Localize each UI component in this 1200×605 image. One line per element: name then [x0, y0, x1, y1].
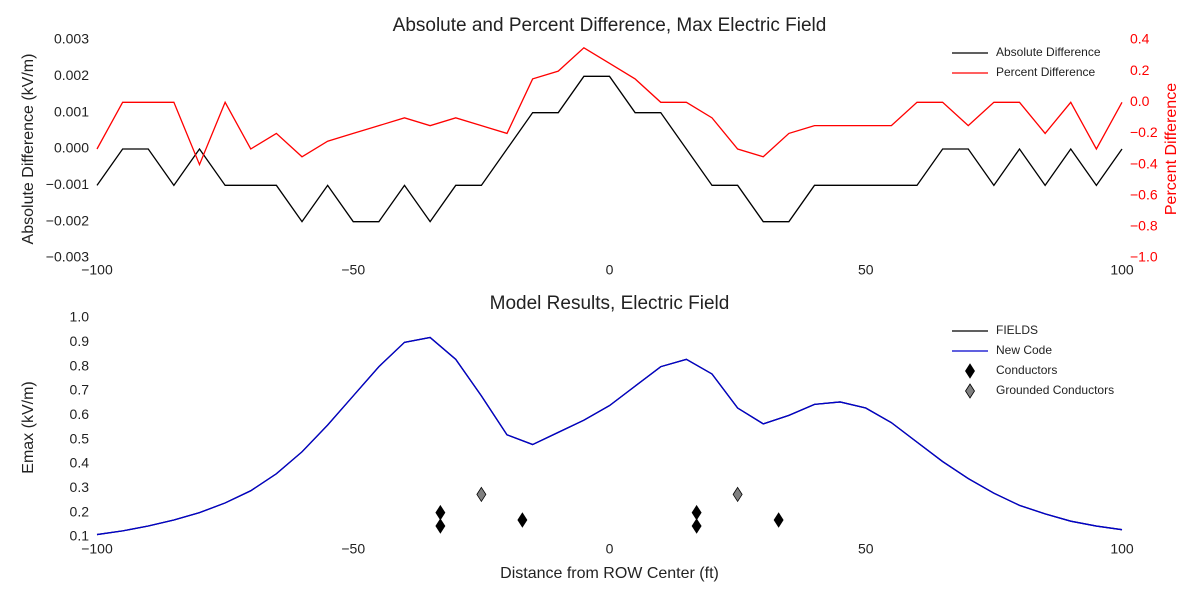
y-tick-label: 0.3	[70, 479, 90, 495]
y-tick-label: 0.6	[70, 406, 90, 422]
x-tick-label: 50	[858, 262, 874, 278]
data-line	[96, 336, 1123, 536]
y-tick-label: −0.002	[46, 212, 89, 228]
conductor-marker	[732, 486, 743, 503]
y-tick-label: 0.7	[70, 382, 90, 398]
y-tick-label: 0.003	[54, 31, 89, 47]
y-tick-label: 0.002	[54, 67, 89, 83]
y-tick-label: 0.000	[54, 140, 89, 156]
y2-tick-label: −0.8	[1130, 218, 1158, 234]
data-line	[96, 75, 1123, 223]
y-tick-label: −0.001	[46, 176, 89, 192]
x-tick-label: −100	[81, 541, 113, 557]
legend-marker	[965, 383, 975, 399]
conductor-marker	[691, 504, 702, 521]
conductor-marker	[773, 512, 784, 528]
y2-tick-label: 0.0	[1130, 93, 1150, 109]
legend-label: New Code	[996, 343, 1052, 357]
y2-tick-label: 0.4	[1130, 31, 1150, 47]
y-tick-label: 1.0	[70, 309, 90, 325]
y-tick-label: 0.4	[70, 455, 90, 471]
legend-marker	[965, 363, 975, 379]
x-tick-label: 0	[606, 541, 614, 557]
x-tick-label: −50	[341, 541, 365, 557]
x-tick-label: 50	[858, 541, 874, 557]
x-axis-label: Distance from ROW Center (ft)	[500, 565, 719, 582]
chart-title: Model Results, Electric Field	[490, 293, 730, 314]
y2-tick-label: 0.2	[1130, 62, 1150, 78]
data-line	[96, 46, 1123, 167]
y-tick-label: 0.2	[70, 503, 90, 519]
chart-title: Absolute and Percent Difference, Max Ele…	[393, 15, 827, 36]
conductor-marker	[435, 504, 446, 521]
legend-label: Percent Difference	[996, 65, 1095, 79]
conductor-marker	[435, 518, 446, 534]
conductor-marker	[517, 512, 528, 528]
y2-tick-label: −0.4	[1130, 155, 1158, 171]
y-tick-label: 0.5	[70, 430, 90, 446]
legend-label: FIELDS	[996, 323, 1038, 337]
y-tick-label: 0.001	[54, 103, 89, 119]
x-tick-label: 0	[606, 262, 614, 278]
y-tick-label: 0.8	[70, 357, 90, 373]
conductor-marker	[476, 486, 487, 503]
y2-tick-label: −0.2	[1130, 124, 1158, 140]
y2-tick-label: −1.0	[1130, 249, 1158, 265]
y2-tick-label: −0.6	[1130, 186, 1158, 202]
conductor-marker	[691, 518, 702, 534]
x-tick-label: −50	[341, 262, 365, 278]
legend-label: Absolute Difference	[996, 45, 1101, 59]
x-tick-label: 100	[1110, 262, 1134, 278]
x-tick-label: −100	[81, 262, 113, 278]
legend-label: Grounded Conductors	[996, 383, 1114, 397]
y-tick-label: −0.003	[46, 249, 89, 265]
legend-label: Conductors	[996, 363, 1057, 377]
y-tick-label: 0.9	[70, 333, 90, 349]
y2-axis-label: Percent Difference	[1163, 83, 1180, 215]
y-axis-label: Emax (kV/m)	[20, 381, 37, 473]
x-tick-label: 100	[1110, 541, 1134, 557]
y-tick-label: 0.1	[70, 528, 90, 544]
y-axis-label: Absolute Difference (kV/m)	[20, 54, 37, 245]
